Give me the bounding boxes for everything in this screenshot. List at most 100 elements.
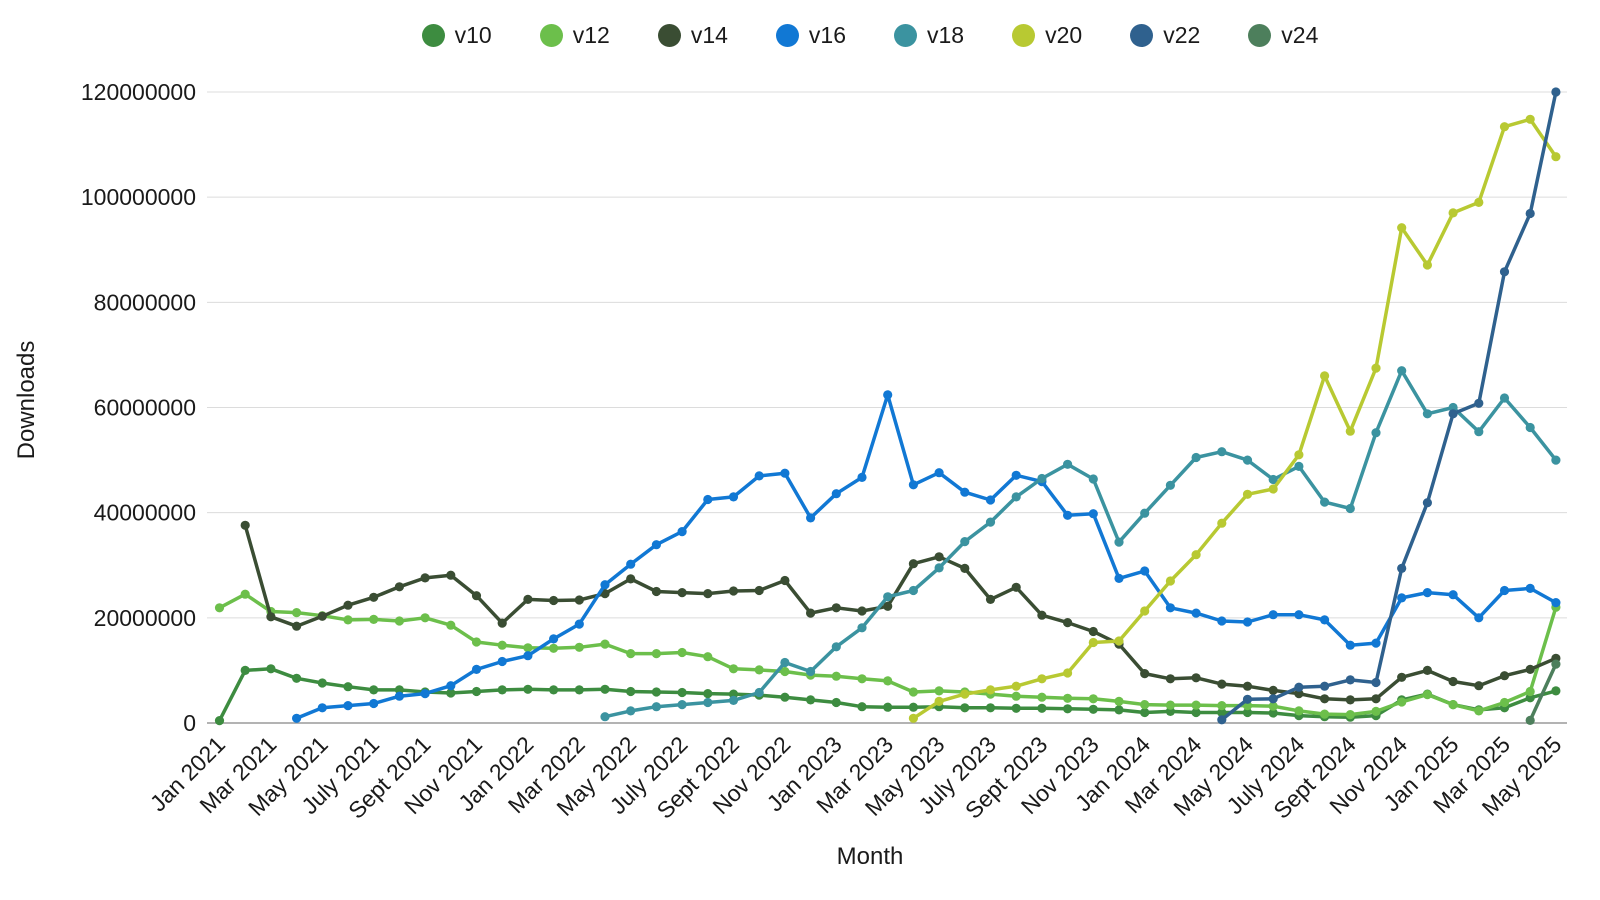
data-point-v12: [703, 652, 713, 662]
data-point-v12: [908, 687, 919, 697]
data-point-v20: [1474, 197, 1484, 207]
data-point-v10: [214, 716, 225, 726]
data-point-v14: [1011, 582, 1021, 592]
series-line-v18: [603, 368, 1558, 719]
data-point-v16: [369, 698, 379, 709]
data-point-v18: [1088, 474, 1098, 484]
data-point-v12: [369, 614, 379, 625]
data-point-v10: [908, 702, 919, 712]
data-point-v10: [317, 678, 327, 688]
legend-label: v20: [1045, 22, 1083, 48]
series-line-v24: [1528, 662, 1558, 723]
y-tick-label: 60000000: [94, 395, 196, 421]
data-point-v12: [523, 643, 533, 653]
data-point-v20: [1063, 668, 1073, 678]
data-point-v18: [600, 712, 610, 722]
data-point-v16: [1474, 613, 1484, 623]
data-point-v18: [831, 642, 841, 652]
legend-item-v18[interactable]: v18: [894, 24, 964, 47]
y-tick-label: 100000000: [81, 184, 196, 210]
data-point-v18: [1114, 537, 1124, 547]
data-point-v18: [677, 700, 687, 710]
data-point-v20: [1191, 550, 1201, 560]
data-point-v20: [1294, 450, 1304, 460]
data-point-v20: [985, 685, 996, 695]
data-point-v20: [1525, 114, 1535, 124]
data-point-v16: [549, 634, 559, 644]
data-point-v20: [1268, 484, 1278, 494]
data-point-v14: [1165, 674, 1175, 684]
data-point-v12: [1448, 700, 1458, 710]
data-point-v18: [908, 585, 919, 596]
data-point-v14: [626, 574, 636, 584]
legend-item-v24[interactable]: v24: [1248, 24, 1318, 47]
data-point-v14: [806, 608, 816, 618]
data-point-v18: [1499, 393, 1510, 403]
data-point-v20: [1011, 681, 1021, 691]
data-point-v18: [1448, 402, 1458, 413]
data-point-v12: [1088, 694, 1098, 704]
data-point-v14: [1242, 681, 1253, 691]
data-point-v16: [651, 540, 662, 550]
data-point-v10: [651, 687, 662, 697]
data-point-v12: [1294, 706, 1304, 716]
legend-item-v14[interactable]: v14: [657, 24, 728, 47]
data-point-v20: [1397, 223, 1407, 233]
data-point-v14: [471, 591, 482, 601]
data-point-v18: [1217, 447, 1227, 457]
data-point-v18: [1345, 503, 1355, 514]
data-point-v10: [831, 697, 841, 708]
data-point-v16: [1191, 608, 1201, 618]
data-point-v14: [1525, 664, 1535, 675]
data-point-v20: [1217, 518, 1227, 528]
legend-item-v10[interactable]: v10: [421, 24, 492, 47]
data-point-v10: [1063, 704, 1073, 714]
data-point-v18: [960, 537, 970, 547]
data-point-v14: [1140, 669, 1150, 679]
data-point-v10: [1191, 707, 1201, 718]
data-point-v12: [883, 676, 893, 686]
data-point-v16: [883, 390, 893, 400]
data-point-v18: [1320, 497, 1330, 507]
data-point-v20: [1551, 152, 1561, 162]
data-point-v16: [960, 487, 970, 497]
data-point-v18: [806, 666, 816, 677]
data-point-v14: [1474, 681, 1484, 691]
data-point-v14: [1063, 618, 1073, 628]
data-point-v10: [806, 695, 816, 705]
legend-item-v16[interactable]: v16: [775, 24, 846, 47]
data-point-v10: [1217, 707, 1227, 718]
data-point-v12: [1217, 701, 1227, 711]
data-point-v12: [394, 616, 404, 626]
data-point-v14: [1217, 679, 1227, 689]
data-point-v18: [1165, 480, 1175, 490]
data-point-v12: [1140, 700, 1150, 710]
data-point-v10: [574, 685, 584, 695]
data-point-v16: [677, 527, 687, 537]
data-point-v20: [908, 713, 919, 723]
series-layer: [214, 87, 1561, 726]
data-point-v12: [1037, 692, 1047, 702]
y-axis-title: Downloads: [13, 341, 40, 460]
data-point-v20: [1114, 636, 1124, 646]
data-point-v18: [754, 687, 764, 698]
data-point-v12: [831, 671, 841, 681]
data-point-v14: [574, 595, 584, 605]
data-point-v12: [1063, 693, 1073, 703]
data-point-v16: [1525, 583, 1535, 594]
legend-item-v22[interactable]: v22: [1130, 24, 1200, 47]
data-point-v16: [1345, 640, 1355, 650]
data-point-v10: [266, 664, 276, 674]
data-point-v14: [1345, 695, 1355, 705]
data-point-v12: [471, 637, 482, 647]
data-point-v12: [1422, 690, 1432, 700]
data-point-v12: [214, 603, 225, 613]
data-point-v16: [1011, 470, 1021, 480]
legend-item-v20[interactable]: v20: [1012, 24, 1082, 47]
data-point-v12: [1525, 686, 1535, 697]
data-point-v10: [1088, 704, 1098, 714]
legend-item-v12[interactable]: v12: [539, 24, 610, 47]
data-point-v18: [728, 695, 739, 706]
data-point-v14: [960, 563, 970, 574]
data-point-v10: [292, 673, 302, 683]
